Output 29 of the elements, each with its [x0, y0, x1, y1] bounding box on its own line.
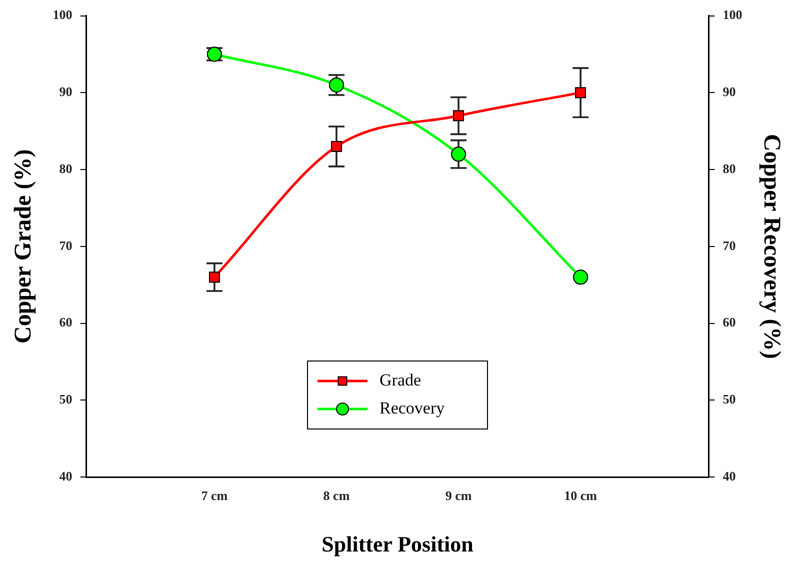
y-axis-title: Copper Grade (%)	[10, 149, 37, 344]
y-tick-label: 60	[59, 314, 72, 330]
y2-axis-title: Copper Recovery (%)	[758, 134, 784, 359]
y-tick-label: 90	[59, 84, 72, 100]
y2-tick-label: 90	[722, 84, 736, 100]
x-axis-title: Splitter Position	[322, 531, 474, 556]
y2-tick-label: 60	[722, 314, 736, 330]
point	[331, 141, 342, 152]
point	[208, 272, 220, 283]
y2-tick-label: 40	[722, 468, 736, 484]
legend-label: Recovery	[380, 398, 446, 418]
point	[453, 110, 464, 122]
y2-tick-label: 50	[722, 391, 736, 406]
y2-tick-label: 100	[722, 7, 742, 22]
x-tick-label: 7 cm	[201, 488, 228, 504]
y2-tick-label: 80	[722, 160, 736, 176]
x-tick-label: 8 cm	[323, 488, 350, 504]
legend-label: Grade	[380, 370, 422, 390]
point	[575, 87, 586, 98]
y2-tick-label: 70	[722, 238, 736, 253]
y-tick-label: 40	[59, 468, 72, 484]
x-tick-label: 9 cm	[445, 488, 472, 504]
y-tick-label: 70	[59, 238, 72, 253]
y-tick-label: 80	[59, 160, 72, 176]
point	[573, 270, 588, 285]
x-tick-label: 10 cm	[564, 488, 598, 504]
point	[451, 146, 466, 162]
y-tick-label: 50	[59, 391, 72, 406]
y-tick-label: 100	[52, 7, 72, 22]
